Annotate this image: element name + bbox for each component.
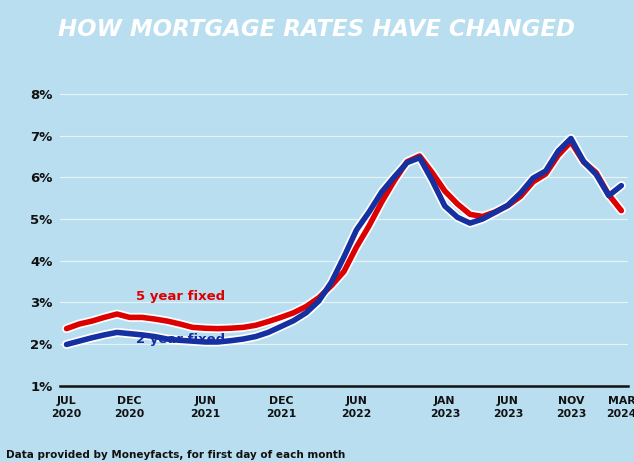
Text: 2 year fixed: 2 year fixed — [136, 333, 225, 346]
Text: Data provided by Moneyfacts, for first day of each month: Data provided by Moneyfacts, for first d… — [6, 450, 346, 460]
Text: 5 year fixed: 5 year fixed — [136, 290, 225, 303]
Text: HOW MORTGAGE RATES HAVE CHANGED: HOW MORTGAGE RATES HAVE CHANGED — [58, 18, 576, 41]
